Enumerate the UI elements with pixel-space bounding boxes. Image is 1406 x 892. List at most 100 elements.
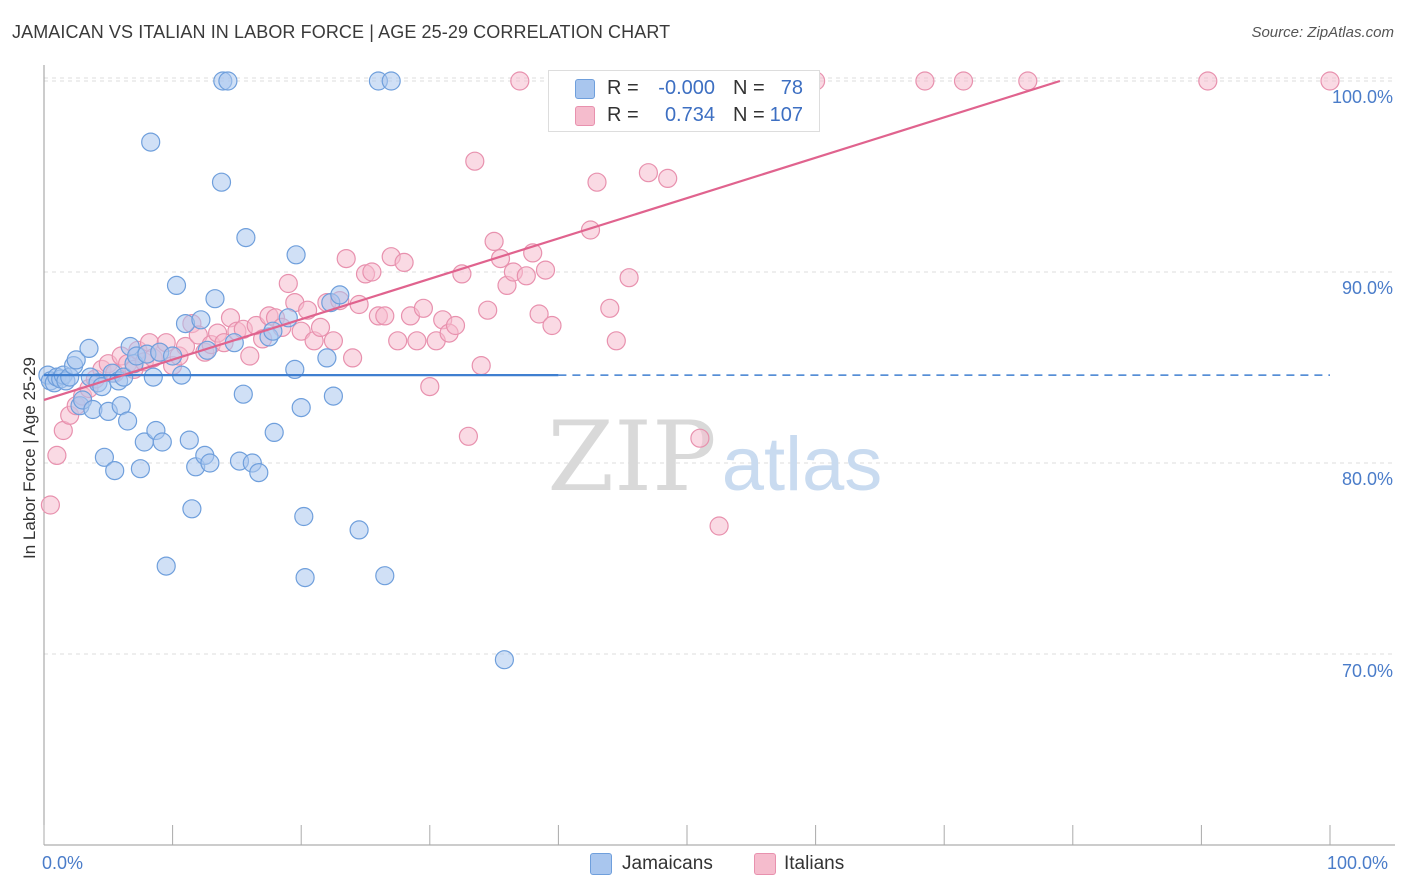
jamaicans-point-54: [233, 384, 253, 404]
italians-swatch: [575, 106, 595, 126]
italians-point-55: [388, 331, 408, 351]
jamaicans-point-70: [330, 285, 350, 305]
jamaicans-point-69: [323, 386, 343, 406]
jamaicans-point-67: [317, 348, 337, 368]
legend-jamaicans-label: Jamaicans: [622, 853, 713, 874]
italians-point-59: [413, 298, 433, 318]
jamaicans-point-65: [294, 506, 314, 527]
trend-layer: [43, 79, 1330, 402]
jamaicans-point-36: [156, 556, 176, 576]
jamaicans-point-17: [94, 447, 115, 467]
legend-row-italians: R = 0.734 N = 107: [549, 101, 819, 127]
jamaicans-point-42: [182, 499, 202, 519]
italians-point-38: [278, 273, 298, 294]
stats-legend: R = -0.000 N = 78 R = 0.734 N = 107: [548, 70, 820, 132]
jamaicans-point-12: [79, 338, 99, 358]
italians-point-99: [709, 516, 729, 536]
x-tick-label-min: 0.0%: [42, 853, 84, 873]
italians-point-94: [658, 168, 678, 188]
watermark-zip: ZIP: [547, 401, 716, 513]
jamaicans-point-64: [291, 398, 311, 418]
grid-layer: [44, 77, 1395, 655]
italians-point-53: [375, 306, 395, 326]
jamaicans-point-71: [349, 520, 369, 540]
jamaicans-point-57: [249, 463, 269, 483]
jamaicans-point-41: [179, 430, 199, 450]
jamaicans-point-46: [197, 340, 217, 360]
italians-point-86: [600, 298, 620, 318]
italians-n-label: N =: [733, 104, 765, 126]
italians-point-66: [458, 426, 478, 446]
italians-point-58: [407, 331, 427, 351]
italians-point-68: [471, 356, 491, 376]
chart-title: JAMAICAN VS ITALIAN IN LABOR FORCE | AGE…: [12, 22, 671, 42]
italians-point-74: [510, 71, 530, 91]
italians-point-106: [953, 71, 974, 91]
italians-point-84: [580, 220, 601, 240]
legend-row-jamaicans: R = -0.000 N = 78: [549, 74, 819, 100]
italians-point-47: [336, 249, 356, 269]
y-tick-label-70: 70.0%: [1341, 661, 1393, 681]
italians-point-92: [638, 163, 659, 183]
italians-point-40: [291, 321, 311, 341]
jamaicans-point-32: [143, 367, 163, 387]
italians-r-value: 0.734: [664, 104, 715, 126]
italians-point-89: [619, 268, 639, 288]
jamaicans-r-value: -0.000: [658, 77, 715, 99]
jamaicans-point-47: [200, 453, 220, 473]
italians-point-105: [915, 71, 935, 91]
italians-point-78: [535, 260, 556, 280]
watermark: ZIP atlas: [547, 401, 882, 513]
italians-point-0: [40, 495, 61, 515]
italians-point-64: [445, 315, 466, 336]
jamaicans-point-63: [286, 245, 306, 265]
italians-point-43: [310, 317, 331, 337]
jamaicans-point-44: [191, 310, 211, 330]
legend-italians-swatch: [754, 853, 776, 875]
jamaicans-point-48: [205, 289, 225, 309]
italians-point-32: [240, 346, 260, 366]
italians-point-79: [542, 315, 562, 336]
legend-italians-label: Italians: [784, 853, 845, 874]
italians-point-107: [1018, 71, 1038, 91]
jamaicans-point-75: [494, 650, 514, 670]
jamaicans-point-73: [375, 566, 395, 586]
jamaicans-point-20: [105, 461, 125, 481]
axes-layer: [43, 65, 1395, 846]
italians-point-56: [394, 252, 414, 272]
y-tick-label-90: 90.0%: [1341, 278, 1393, 298]
jamaicans-point-38: [166, 275, 187, 295]
italians-point-108: [1198, 71, 1218, 91]
jamaicans-point-74: [381, 71, 401, 91]
jamaicans-point-24: [117, 411, 138, 431]
italians-point-97: [690, 428, 710, 448]
jamaicans-point-62: [285, 359, 305, 379]
italians-point-1: [47, 445, 67, 465]
x-tick-label-max: 100.0%: [1327, 853, 1389, 873]
jamaicans-point-49: [211, 172, 232, 192]
italians-point-60: [420, 377, 440, 397]
italians-point-87: [606, 331, 626, 351]
jamaicans-r-label: R =: [607, 77, 639, 99]
italians-point-109: [1320, 71, 1340, 91]
jamaicans-point-35: [152, 432, 172, 452]
watermark-atlas: atlas: [722, 422, 883, 507]
italians-point-69: [478, 300, 498, 320]
italians-point-70: [484, 231, 504, 251]
italians-r-label: R =: [607, 104, 639, 126]
italians-point-85: [587, 172, 607, 192]
y-tick-label-100: 100.0%: [1331, 87, 1393, 107]
points-layer: [38, 71, 1340, 670]
jamaicans-point-9: [66, 350, 86, 370]
italians-point-67: [465, 151, 485, 171]
jamaicans-point-28: [130, 459, 150, 479]
italians-point-51: [362, 262, 382, 282]
jamaicans-point-31: [141, 132, 161, 152]
series-legend: Jamaicans Italians: [590, 852, 890, 876]
legend-jamaicans-swatch: [590, 853, 612, 875]
jamaicans-point-51: [218, 71, 238, 91]
italians-n-value: 107: [769, 104, 803, 126]
y-tick-label-80: 80.0%: [1341, 469, 1393, 489]
italians-point-75: [516, 266, 536, 286]
